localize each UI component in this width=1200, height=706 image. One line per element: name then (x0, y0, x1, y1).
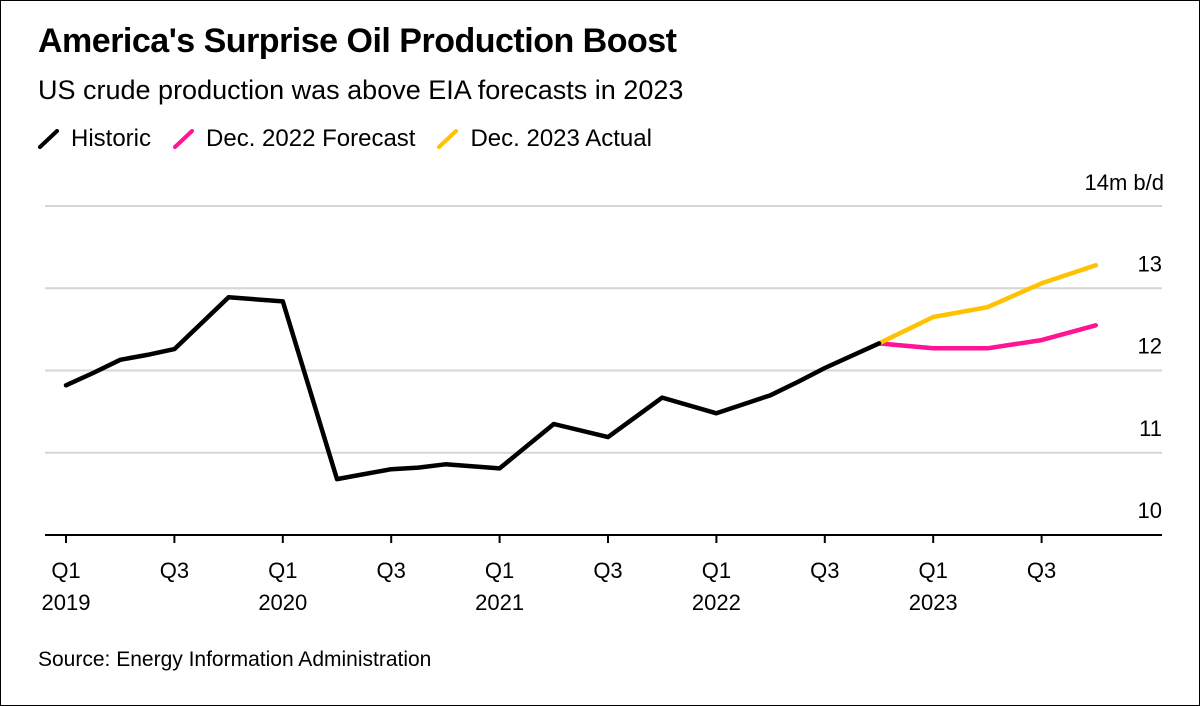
legend-item-dec-2022-forecast: Dec. 2022 Forecast (173, 125, 415, 153)
y-tick-label-12: 12 (1138, 334, 1162, 359)
legend-item-historic: Historic (38, 125, 151, 153)
x-tick-label-year-2021: 2021 (475, 590, 524, 615)
x-tick-label-year-2019: 2019 (42, 590, 91, 615)
x-tick-label-quarter: Q1 (485, 558, 514, 583)
x-tick-label-quarter: Q3 (810, 558, 839, 583)
x-tick-label-quarter: Q1 (702, 558, 731, 583)
series-lines (63, 262, 1099, 482)
legend-item-dec-2023-actual: Dec. 2023 Actual (437, 125, 652, 153)
chart-title: America's Surprise Oil Production Boost (38, 22, 677, 60)
y-axis-unit-label: 14m b/d (1084, 170, 1165, 195)
source-note: Source: Energy Information Administratio… (38, 648, 432, 671)
legend-swatch-dec-2022-forecast (173, 129, 195, 149)
legend-label-historic: Historic (71, 125, 152, 152)
x-axis-tick-labels: Q1 2019 Q3 Q1 2020 Q3 Q1 2021 Q3 Q1 2022 Q3 Q1 2023 Q3 (42, 558, 1057, 615)
x-tick-label-quarter: Q3 (160, 558, 189, 583)
x-tick-label-quarter: Q1 (268, 558, 297, 583)
y-axis-tick-labels: 10 11 12 13 (1138, 251, 1162, 523)
legend-label-dec-2022-forecast: Dec. 2022 Forecast (206, 125, 416, 152)
legend-label-dec-2023-actual: Dec. 2023 Actual (470, 125, 652, 152)
x-tick-label-quarter: Q1 (919, 558, 948, 583)
x-tick-label-year-2023: 2023 (909, 590, 958, 615)
chart-subtitle: US crude production was above EIA foreca… (38, 75, 684, 105)
x-tick-label-quarter: Q1 (51, 558, 80, 583)
legend-swatch-historic (38, 129, 59, 149)
x-tick-label-quarter: Q3 (593, 558, 622, 583)
x-tick-label-year-2022: 2022 (692, 590, 741, 615)
series-line-historic (63, 295, 882, 482)
gridlines (45, 205, 1162, 454)
series-line-dec-2022-forecast (876, 323, 1099, 351)
legend-swatch-dec-2023-actual (437, 129, 459, 149)
x-tick-label-quarter: Q3 (1027, 558, 1056, 583)
y-tick-label-13: 13 (1138, 251, 1162, 276)
x-tick-label-quarter: Q3 (377, 558, 406, 583)
x-axis (45, 534, 1162, 543)
chart-legend: Historic Dec. 2022 Forecast Dec. 2023 Ac… (38, 124, 674, 154)
series-line-dec-2023-actual (876, 262, 1099, 346)
y-tick-label-11: 11 (1139, 416, 1162, 441)
x-tick-label-year-2020: 2020 (258, 590, 307, 615)
y-tick-label-10: 10 (1138, 498, 1162, 523)
